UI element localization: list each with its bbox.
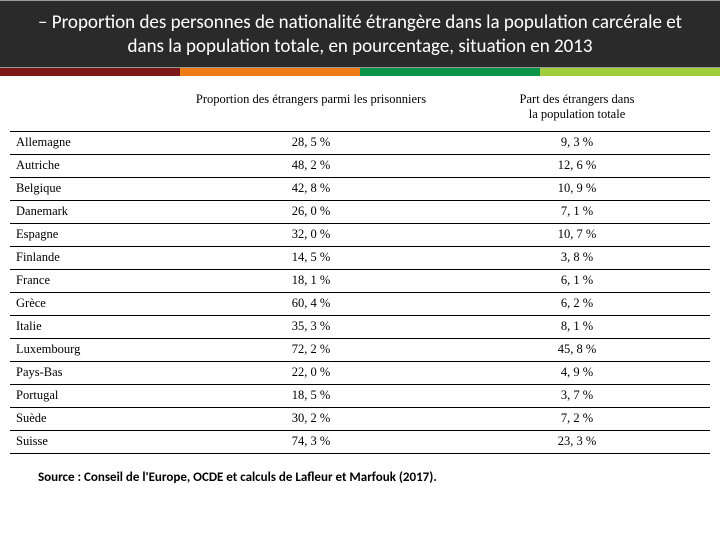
cell-prisoners: 18, 1 % (178, 269, 444, 292)
table-row: Allemagne28, 5 %9, 3 % (10, 131, 710, 154)
table-row: Suède30, 2 %7, 2 % (10, 407, 710, 430)
cell-country: Danemark (10, 200, 178, 223)
cell-prisoners: 18, 5 % (178, 384, 444, 407)
cell-country: Espagne (10, 223, 178, 246)
table-body: Allemagne28, 5 %9, 3 %Autriche48, 2 %12,… (10, 131, 710, 453)
source-note: Source : Conseil de l'Europe, OCDE et ca… (0, 454, 720, 485)
cell-prisoners: 35, 3 % (178, 315, 444, 338)
cell-population: 45, 8 % (444, 338, 710, 361)
cell-prisoners: 28, 5 % (178, 131, 444, 154)
cell-prisoners: 72, 2 % (178, 338, 444, 361)
cell-prisoners: 26, 0 % (178, 200, 444, 223)
cell-population: 10, 9 % (444, 177, 710, 200)
table-row: Grèce60, 4 %6, 2 % (10, 292, 710, 315)
cell-prisoners: 32, 0 % (178, 223, 444, 246)
cell-country: Portugal (10, 384, 178, 407)
table-row: Suisse74, 3 %23, 3 % (10, 430, 710, 453)
cell-population: 6, 1 % (444, 269, 710, 292)
cell-population: 4, 9 % (444, 361, 710, 384)
cell-population: 12, 6 % (444, 154, 710, 177)
table-row: Belgique42, 8 %10, 9 % (10, 177, 710, 200)
cell-prisoners: 74, 3 % (178, 430, 444, 453)
cell-population: 8, 1 % (444, 315, 710, 338)
table-row: Italie35, 3 %8, 1 % (10, 315, 710, 338)
cell-country: Finlande (10, 246, 178, 269)
cell-population: 7, 1 % (444, 200, 710, 223)
cell-country: Belgique (10, 177, 178, 200)
cell-country: Pays-Bas (10, 361, 178, 384)
cell-population: 10, 7 % (444, 223, 710, 246)
cell-country: Italie (10, 315, 178, 338)
cell-country: Suède (10, 407, 178, 430)
cell-population: 6, 2 % (444, 292, 710, 315)
cell-prisoners: 42, 8 % (178, 177, 444, 200)
cell-country: France (10, 269, 178, 292)
cell-population: 23, 3 % (444, 430, 710, 453)
accent-seg-1 (0, 68, 180, 76)
cell-population: 3, 8 % (444, 246, 710, 269)
table-row: Pays-Bas22, 0 %4, 9 % (10, 361, 710, 384)
cell-prisoners: 14, 5 % (178, 246, 444, 269)
cell-population: 3, 7 % (444, 384, 710, 407)
cell-country: Grèce (10, 292, 178, 315)
table-row: Luxembourg72, 2 %45, 8 % (10, 338, 710, 361)
table-row: Finlande14, 5 %3, 8 % (10, 246, 710, 269)
page-title: – Proportion des personnes de nationalit… (0, 0, 720, 68)
col-country (10, 90, 178, 132)
table-container: Proportion des étrangers parmi les priso… (0, 76, 720, 454)
cell-country: Suisse (10, 430, 178, 453)
col-prisoners: Proportion des étrangers parmi les priso… (178, 90, 444, 132)
cell-prisoners: 48, 2 % (178, 154, 444, 177)
col-population: Part des étrangers dans la population to… (444, 90, 710, 132)
cell-prisoners: 22, 0 % (178, 361, 444, 384)
cell-population: 9, 3 % (444, 131, 710, 154)
cell-country: Luxembourg (10, 338, 178, 361)
table-row: Espagne32, 0 %10, 7 % (10, 223, 710, 246)
table-row: France18, 1 %6, 1 % (10, 269, 710, 292)
cell-prisoners: 30, 2 % (178, 407, 444, 430)
accent-bar (0, 68, 720, 76)
table-row: Autriche48, 2 %12, 6 % (10, 154, 710, 177)
data-table: Proportion des étrangers parmi les priso… (10, 90, 710, 454)
cell-prisoners: 60, 4 % (178, 292, 444, 315)
accent-seg-2 (180, 68, 360, 76)
cell-country: Allemagne (10, 131, 178, 154)
table-row: Danemark26, 0 %7, 1 % (10, 200, 710, 223)
table-row: Portugal18, 5 %3, 7 % (10, 384, 710, 407)
accent-seg-4 (540, 68, 720, 76)
table-header-row: Proportion des étrangers parmi les priso… (10, 90, 710, 132)
cell-population: 7, 2 % (444, 407, 710, 430)
accent-seg-3 (360, 68, 540, 76)
cell-country: Autriche (10, 154, 178, 177)
